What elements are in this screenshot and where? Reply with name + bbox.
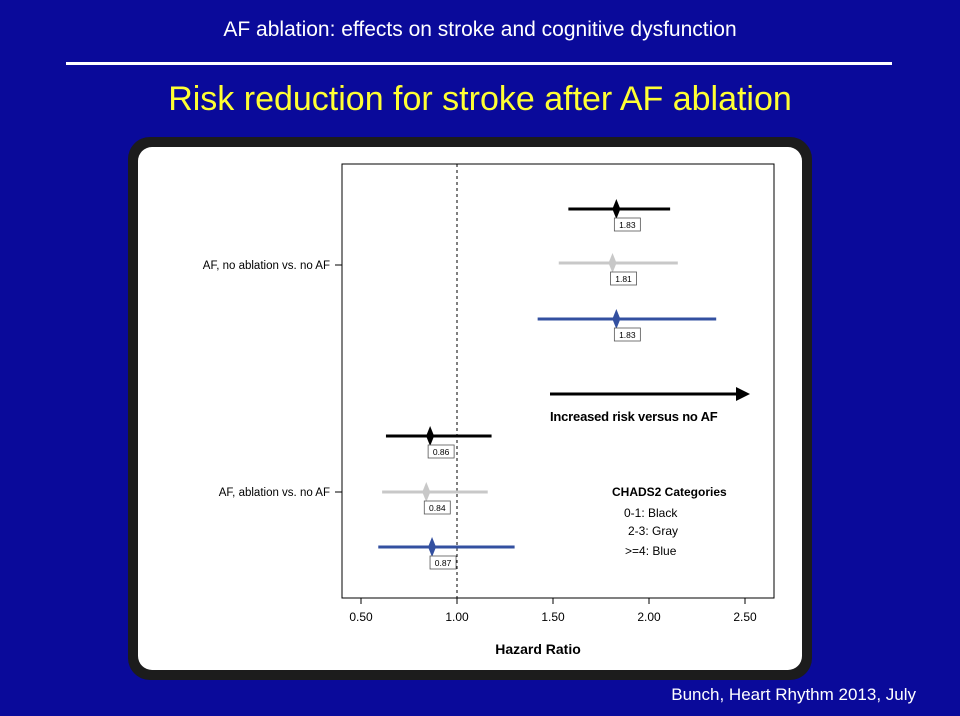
point-estimate bbox=[612, 309, 621, 329]
value-label-box bbox=[429, 555, 457, 570]
forest-plot: 0.50 1.00 1.50 2.00 2.50 Hazard Ratio AF, no a… bbox=[203, 163, 775, 657]
point-estimate bbox=[422, 482, 431, 502]
value-label: 0.86 bbox=[433, 447, 450, 457]
value-label: 1.83 bbox=[619, 220, 636, 230]
x-axis-label: Hazard Ratio bbox=[495, 641, 581, 657]
chart-panel: 0.50 1.00 1.50 2.00 2.50 Hazard Ratio AF, no a… bbox=[138, 147, 802, 670]
value-label-box bbox=[613, 327, 641, 342]
header-divider bbox=[66, 62, 892, 65]
legend-entry: 2-3: Gray bbox=[628, 524, 678, 538]
value-label: 1.81 bbox=[615, 274, 632, 284]
slide-header: AF ablation: effects on stroke and cogni… bbox=[223, 18, 737, 41]
x-tick-label: 1.00 bbox=[445, 610, 469, 624]
value-label-box bbox=[423, 500, 451, 515]
annotation-text: Increased risk versus no AF bbox=[550, 409, 718, 424]
value-label-box bbox=[613, 217, 641, 232]
x-tick-label: 1.50 bbox=[541, 610, 565, 624]
value-label: 1.83 bbox=[619, 330, 636, 340]
value-label: 0.87 bbox=[435, 558, 452, 568]
chart-frame: 0.50 1.00 1.50 2.00 2.50 Hazard Ratio AF, no a… bbox=[128, 137, 812, 680]
legend-entry: >=4: Blue bbox=[625, 544, 677, 558]
group-label: AF, no ablation vs. no AF bbox=[203, 260, 330, 272]
group-label: AF, ablation vs. no AF bbox=[219, 487, 330, 499]
x-tick-label: 2.00 bbox=[637, 610, 661, 624]
risk-arrow-head bbox=[736, 387, 750, 401]
value-label: 0.84 bbox=[429, 503, 446, 513]
point-estimate bbox=[612, 199, 621, 219]
legend-title: CHADS2 Categories bbox=[612, 485, 727, 499]
value-label-box bbox=[427, 444, 455, 459]
slide-title: Risk reduction for stroke after AF ablat… bbox=[168, 80, 792, 118]
legend-entry: 0-1: Black bbox=[624, 506, 678, 520]
x-tick-label: 2.50 bbox=[733, 610, 757, 624]
x-tick-label: 0.50 bbox=[349, 610, 373, 624]
point-estimate bbox=[426, 426, 435, 446]
plot-area bbox=[341, 163, 775, 599]
point-estimate bbox=[428, 537, 437, 557]
value-label-box bbox=[610, 271, 637, 286]
citation: Bunch, Heart Rhythm 2013, July bbox=[671, 685, 916, 704]
point-estimate bbox=[608, 253, 617, 273]
